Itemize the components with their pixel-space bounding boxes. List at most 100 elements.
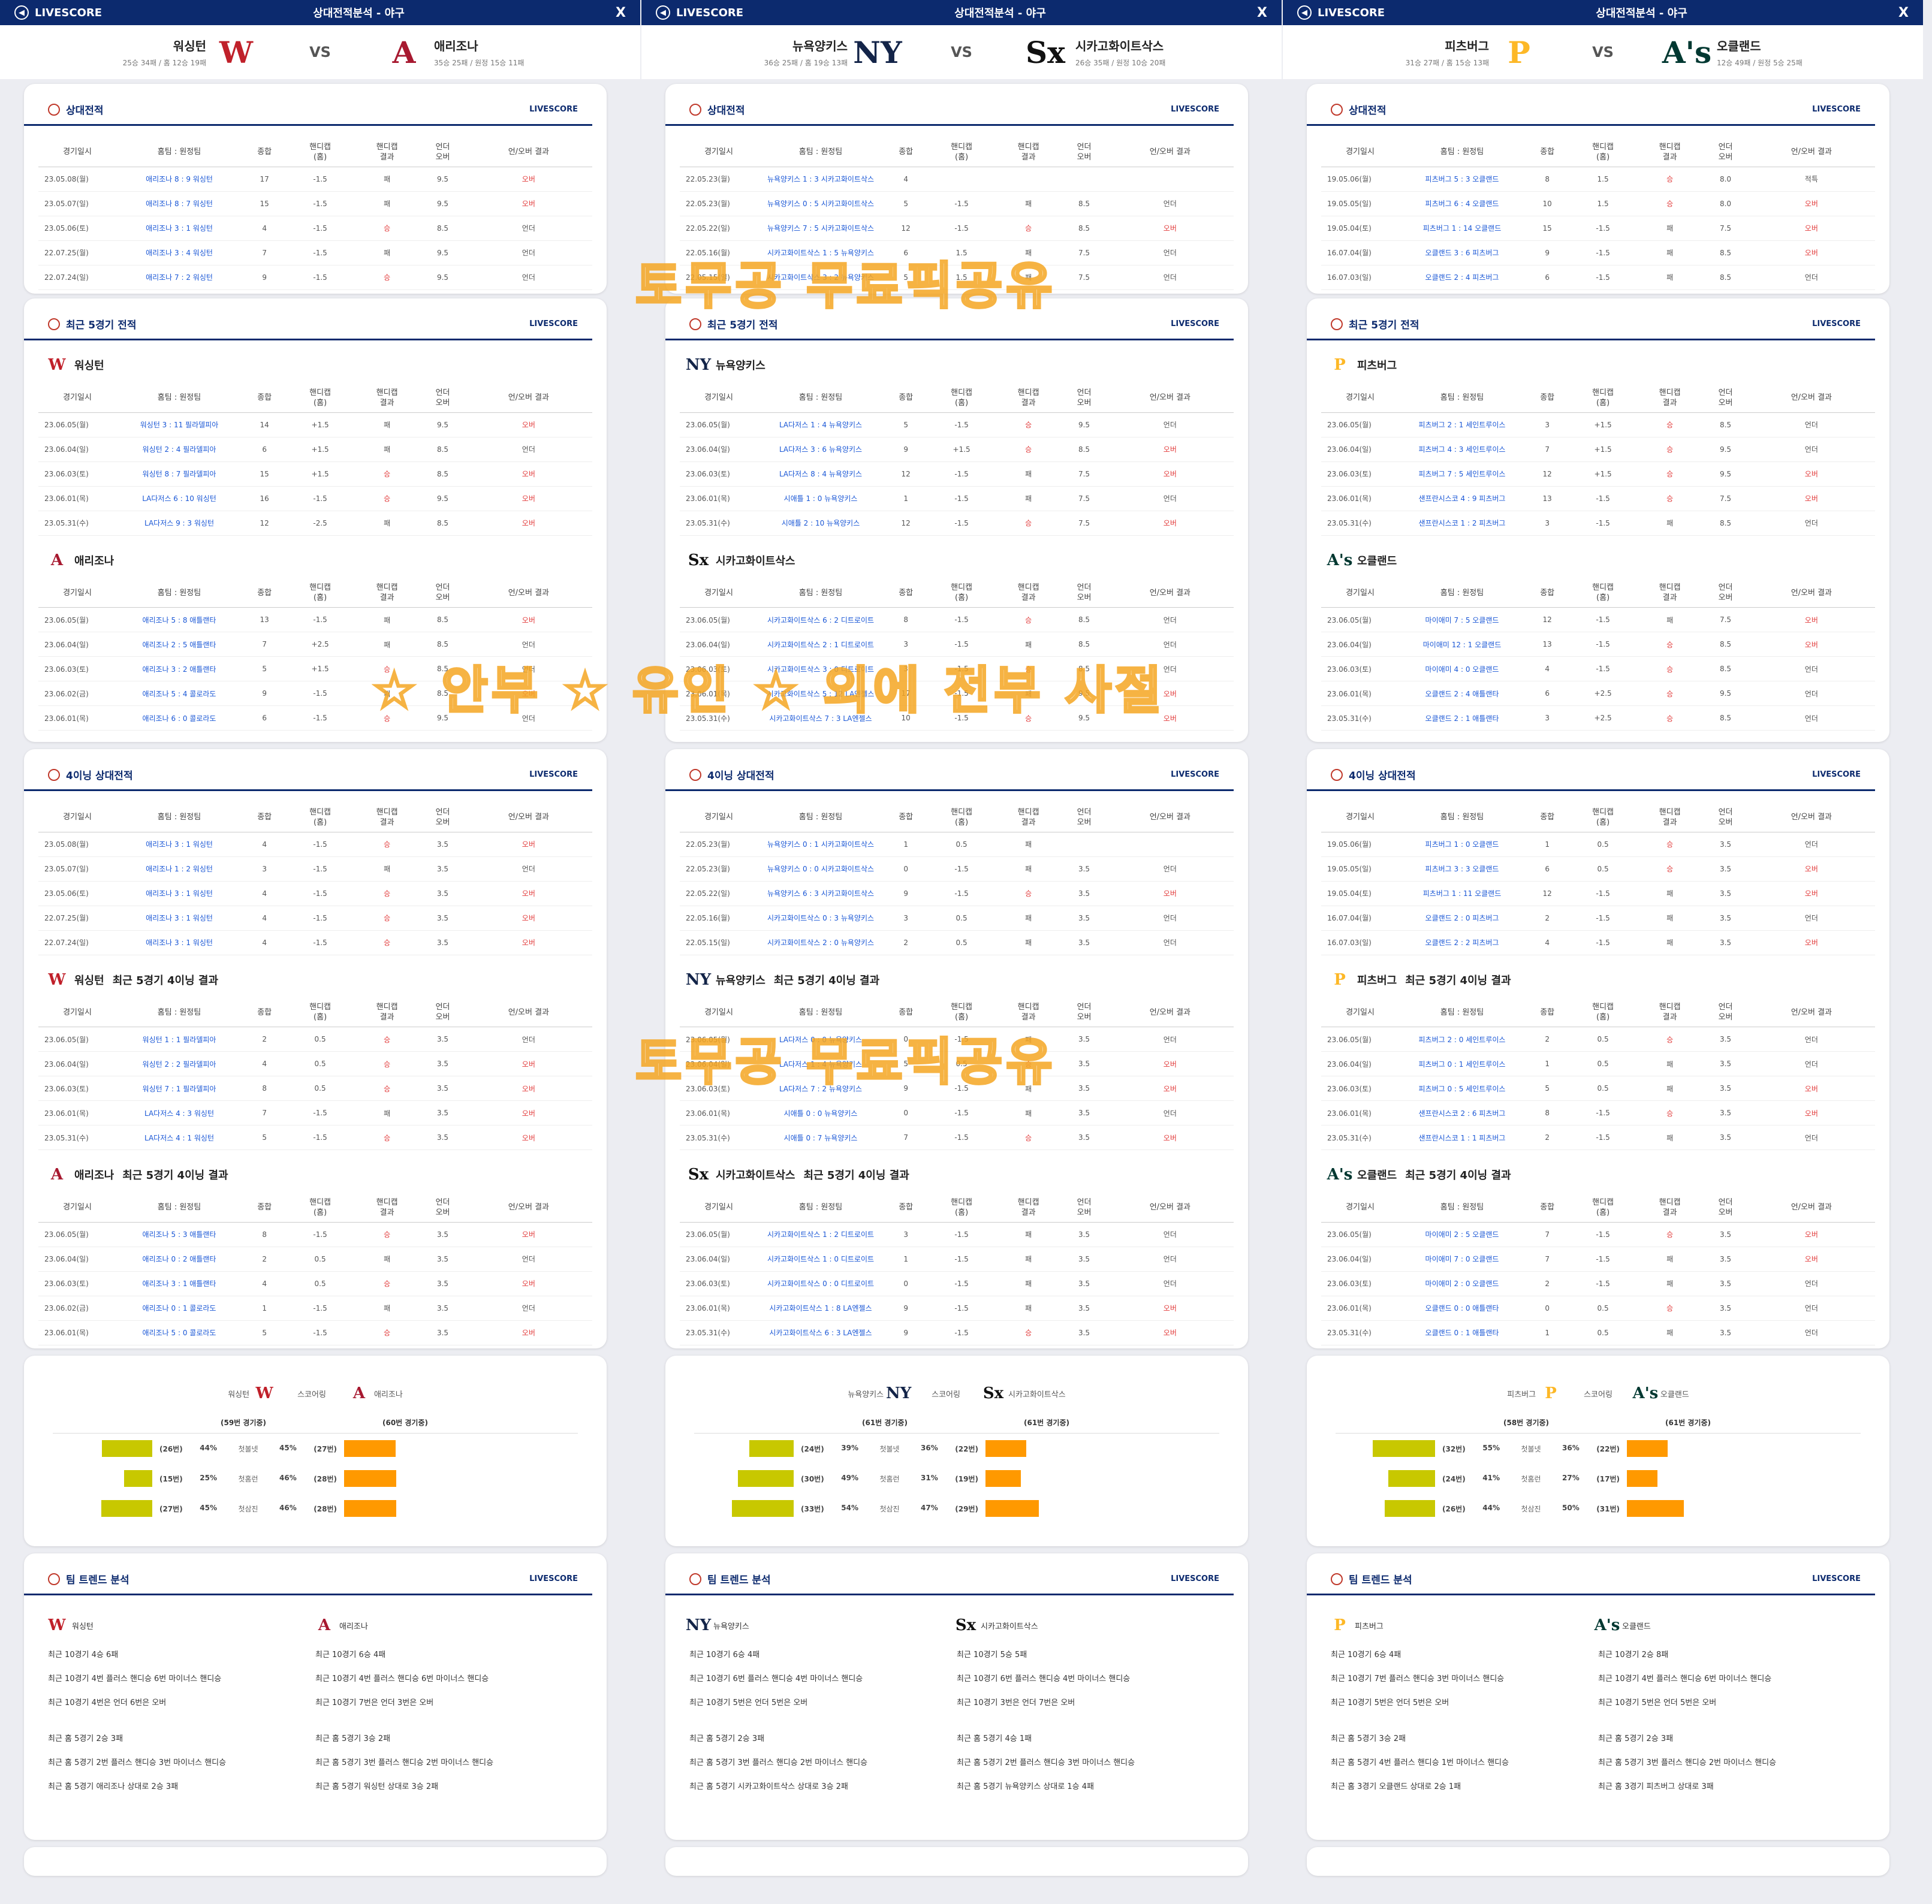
cell-value[interactable]: 시카고화이트삭스 1 : 8 LA엔젤스: [769, 1304, 872, 1312]
table-row[interactable]: 23.06.01(목) 시카고화이트삭스 5 : 12 LA엔젤스 17 -1.5 패 9…: [680, 681, 1234, 706]
cell-value[interactable]: 시카고화이트삭스 0 : 0 디트로이트: [767, 1280, 875, 1288]
table-row[interactable]: 23.06.01(목) 애리조나 6 : 0 콜로라도 6 -1.5 승 9.5 언더: [38, 705, 592, 731]
cell-value[interactable]: LA다저스 3 : 6 뉴욕양키스: [779, 445, 863, 454]
cell-value[interactable]: 샌프란시스코 1 : 2 피츠버그: [1418, 519, 1506, 527]
table-row[interactable]: 23.06.04(일) 피츠버그 0 : 1 세인트루이스 1 0.5 패 3.5 언더: [1321, 1051, 1875, 1076]
brand[interactable]: ◀ LIVESCORE: [14, 5, 102, 20]
cell-value[interactable]: 샌프란시스코 2 : 6 피츠버그: [1418, 1109, 1506, 1118]
cell-value[interactable]: 오클랜드 2 : 0 피츠버그: [1425, 914, 1499, 922]
cell-value[interactable]: 시카고화이트삭스 7 : 3 LA엔젤스: [769, 714, 872, 723]
table-row[interactable]: 23.06.01(목) 시애틀 0 : 0 뉴욕양키스 0 -1.5 패 3.5 언더: [680, 1100, 1234, 1125]
table-row[interactable]: 23.06.04(일) 시카고화이트삭스 2 : 1 디트로이트 3 -1.5 패 8.5…: [680, 632, 1234, 657]
cell-value[interactable]: 피츠버그 0 : 1 세인트루이스: [1418, 1060, 1506, 1069]
table-row[interactable]: 19.05.04(토) 피츠버그 1 : 14 오클랜드 15 -1.5 패 7.5 오버: [1321, 216, 1875, 241]
table-row[interactable]: 23.05.31(수) 시카고화이트삭스 6 : 3 LA엔젤스 9 -1.5 승 3.5…: [680, 1320, 1234, 1345]
table-row[interactable]: 19.05.05(일) 피츠버그 3 : 3 오클랜드 6 0.5 승 3.5 오버: [1321, 856, 1875, 882]
table-row[interactable]: 23.05.31(수) 시애틀 2 : 10 뉴욕양키스 12 -1.5 승 7.5 오버: [680, 511, 1234, 536]
cell-value[interactable]: 시애틀 1 : 0 뉴욕양키스: [783, 494, 858, 503]
cell-value[interactable]: LA다저스 4 : 1 워싱턴: [144, 1133, 214, 1142]
cell-value[interactable]: 마이애미 7 : 5 오클랜드: [1425, 615, 1499, 624]
table-row[interactable]: 23.06.04(일) 워싱턴 2 : 2 필라델피아 4 0.5 승 3.5 오버: [38, 1051, 592, 1076]
table-row[interactable]: 22.05.16(월) 시카고화이트삭스 1 : 5 뉴욕양키스 6 1.5 패 7.5 언…: [680, 240, 1234, 265]
cell-value[interactable]: 워싱턴 2 : 4 필라델피아: [142, 445, 216, 454]
table-row[interactable]: 23.06.03(토) 애리조나 3 : 1 애틀랜타 4 0.5 승 3.5 오버: [38, 1271, 592, 1296]
cell-value[interactable]: 오클랜드 2 : 4 피츠버그: [1425, 273, 1499, 282]
table-row[interactable]: 23.06.04(일) 워싱턴 2 : 4 필라델피아 6 +1.5 패 8.5 언더: [38, 437, 592, 462]
cell-value[interactable]: 뉴욕양키스 0 : 1 시카고화이트삭스: [767, 840, 875, 849]
cell-value[interactable]: 애리조나 8 : 7 워싱턴: [146, 200, 213, 208]
cell-value[interactable]: 애리조나 5 : 3 애틀랜타: [142, 1230, 216, 1239]
away-team[interactable]: A's 오클랜드 12승 49패 / 원정 5승 25패: [1662, 34, 1909, 70]
cell-value[interactable]: 시애틀 0 : 0 뉴욕양키스: [783, 1109, 858, 1118]
cell-value[interactable]: 애리조나 3 : 1 애틀랜타: [142, 1280, 216, 1288]
cell-value[interactable]: 샌프란시스코 4 : 9 피츠버그: [1418, 494, 1506, 503]
cell-value[interactable]: 뉴욕양키스 0 : 5 시카고화이트삭스: [767, 200, 875, 208]
cell-value[interactable]: LA다저스 1 : 4 뉴욕양키스: [779, 421, 863, 429]
table-row[interactable]: 23.05.08(월) 애리조나 8 : 9 워싱턴 17 -1.5 패 9.5 오버: [38, 167, 592, 192]
cell-value[interactable]: 샌프란시스코 1 : 1 피츠버그: [1418, 1133, 1506, 1142]
cell-value[interactable]: 시애틀 2 : 10 뉴욕양키스: [781, 519, 860, 527]
table-row[interactable]: 23.06.03(토) 시카고화이트삭스 0 : 0 디트로이트 0 -1.5 패 3.5…: [680, 1271, 1234, 1296]
table-row[interactable]: 22.05.23(월) 뉴욕양키스 0 : 1 시카고화이트삭스 1 0.5 패: [680, 832, 1234, 857]
cell-value[interactable]: 오클랜드 2 : 4 애틀랜타: [1425, 689, 1499, 698]
table-row[interactable]: 23.06.05(월) 워싱턴 1 : 1 필라델피아 2 0.5 승 3.5 언더: [38, 1027, 592, 1052]
cell-value[interactable]: 애리조나 0 : 1 콜로라도: [142, 1304, 216, 1312]
cell-value[interactable]: 애리조나 3 : 2 애틀랜타: [142, 665, 216, 674]
cell-value[interactable]: 애리조나 3 : 4 워싱턴: [146, 249, 213, 257]
cell-value[interactable]: 피츠버그 3 : 3 오클랜드: [1425, 865, 1499, 873]
cell-value[interactable]: 마이애미 2 : 5 오클랜드: [1425, 1230, 1499, 1239]
away-team[interactable]: A 애리조나 35승 25패 / 원정 15승 11패: [386, 34, 626, 70]
table-row[interactable]: 23.06.01(목) 시애틀 1 : 0 뉴욕양키스 1 -1.5 패 7.5 언더: [680, 486, 1234, 511]
table-row[interactable]: 23.06.05(월) 워싱턴 3 : 11 필라델피아 14 +1.5 패 9.5 오버: [38, 412, 592, 437]
cell-value[interactable]: 시카고화이트삭스 2 : 0 뉴욕양키스: [767, 939, 875, 947]
table-row[interactable]: 23.05.31(수) 샌프란시스코 1 : 1 피츠버그 2 -1.5 패 3.5 언더: [1321, 1125, 1875, 1150]
table-row[interactable]: 23.06.03(토) 워싱턴 7 : 1 필라델피아 8 0.5 승 3.5 오버: [38, 1076, 592, 1101]
cell-value[interactable]: 애리조나 2 : 5 애틀랜타: [142, 640, 216, 649]
cell-value[interactable]: 마이애미 12 : 1 오클랜드: [1422, 640, 1502, 649]
cell-value[interactable]: 뉴욕양키스 6 : 3 시카고화이트삭스: [767, 889, 875, 898]
table-row[interactable]: 23.06.01(목) 샌프란시스코 2 : 6 피츠버그 8 -1.5 승 3.5 오버: [1321, 1100, 1875, 1125]
cell-value[interactable]: 시카고화이트삭스 3 : 0 디트로이트: [767, 665, 875, 674]
table-row[interactable]: 23.06.05(월) LA다저스 1 : 4 뉴욕양키스 5 -1.5 승 9.5 언더: [680, 412, 1234, 437]
table-row[interactable]: 23.06.04(일) 마이애미 7 : 0 오클랜드 7 -1.5 패 3.5 오버: [1321, 1247, 1875, 1272]
table-row[interactable]: 22.07.25(월) 애리조나 3 : 4 워싱턴 7 -1.5 패 9.5 언더: [38, 240, 592, 265]
cell-value[interactable]: 피츠버그 7 : 5 세인트루이스: [1418, 470, 1506, 478]
table-row[interactable]: 19.05.04(토) 피츠버그 1 : 11 오클랜드 12 -1.5 패 3.5 오버: [1321, 881, 1875, 906]
table-row[interactable]: 23.06.04(일) 애리조나 0 : 2 애틀랜타 2 0.5 패 3.5 언더: [38, 1247, 592, 1272]
cell-value[interactable]: 시카고화이트삭스 6 : 2 디트로이트: [767, 615, 875, 624]
table-row[interactable]: 22.05.15(일) 시카고화이트삭스 2 : 0 뉴욕양키스 2 0.5 패 3.5 언…: [680, 930, 1234, 955]
table-row[interactable]: 23.06.04(일) LA다저스 1 : 4 뉴욕양키스 5 0.5 승 3.5 오버: [680, 1051, 1234, 1076]
away-team[interactable]: Sx 시카고화이트삭스 26승 35패 / 원정 10승 20패: [1026, 34, 1267, 70]
table-row[interactable]: 23.05.07(일) 애리조나 8 : 7 워싱턴 15 -1.5 패 9.5 오버: [38, 191, 592, 216]
table-row[interactable]: 23.06.05(월) 마이애미 2 : 5 오클랜드 7 -1.5 승 3.5 오버: [1321, 1222, 1875, 1247]
cell-value[interactable]: 오클랜드 0 : 1 애틀랜타: [1425, 1329, 1499, 1337]
cell-value[interactable]: 피츠버그 5 : 3 오클랜드: [1425, 175, 1499, 183]
close-button[interactable]: X: [1257, 5, 1267, 20]
close-button[interactable]: X: [1898, 5, 1909, 20]
table-row[interactable]: 22.05.15(일) 시카고화이트삭스 3 : 2 뉴욕양키스 5 1.5 패 7.5 언…: [680, 265, 1234, 290]
cell-value[interactable]: LA다저스 4 : 3 워싱턴: [144, 1109, 214, 1118]
cell-value[interactable]: 워싱턴 1 : 1 필라델피아: [142, 1035, 216, 1044]
cell-value[interactable]: LA다저스 0 : 0 뉴욕양키스: [779, 1035, 863, 1044]
cell-value[interactable]: 애리조나 3 : 1 워싱턴: [146, 914, 213, 922]
cell-value[interactable]: 애리조나 1 : 2 워싱턴: [146, 865, 213, 873]
cell-value[interactable]: 피츠버그 4 : 3 세인트루이스: [1418, 445, 1506, 454]
cell-value[interactable]: 마이애미 2 : 0 오클랜드: [1425, 1280, 1499, 1288]
table-row[interactable]: 22.07.24(일) 애리조나 7 : 2 워싱턴 9 -1.5 승 9.5 언더: [38, 265, 592, 290]
cell-value[interactable]: 애리조나 3 : 1 워싱턴: [146, 889, 213, 898]
table-row[interactable]: 23.06.05(월) 시카고화이트삭스 1 : 2 디트로이트 3 -1.5 패 3.5…: [680, 1222, 1234, 1247]
table-row[interactable]: 23.06.01(목) 오클랜드 2 : 4 애틀랜타 6 +2.5 승 9.5 언더: [1321, 681, 1875, 706]
cell-value[interactable]: 피츠버그 2 : 0 세인트루이스: [1418, 1035, 1506, 1044]
cell-value[interactable]: 오클랜드 0 : 0 애틀랜타: [1425, 1304, 1499, 1312]
cell-value[interactable]: 애리조나 0 : 2 애틀랜타: [142, 1255, 216, 1263]
table-row[interactable]: 23.05.31(수) LA다저스 9 : 3 워싱턴 12 -2.5 패 8.5 오버: [38, 511, 592, 536]
table-row[interactable]: 23.06.01(목) 샌프란시스코 4 : 9 피츠버그 13 -1.5 승 7.5 오버: [1321, 486, 1875, 511]
table-row[interactable]: 23.06.05(월) 마이애미 7 : 5 오클랜드 12 -1.5 패 7.5 오버: [1321, 607, 1875, 632]
table-row[interactable]: 19.05.05(일) 피츠버그 6 : 4 오클랜드 10 1.5 승 8.0 오버: [1321, 191, 1875, 216]
table-row[interactable]: 23.06.03(토) 피츠버그 0 : 5 세인트루이스 5 0.5 패 3.5 오버: [1321, 1076, 1875, 1101]
cell-value[interactable]: 마이애미 4 : 0 오클랜드: [1425, 665, 1499, 674]
cell-value[interactable]: 시카고화이트삭스 5 : 12 LA엔젤스: [767, 689, 875, 698]
table-row[interactable]: 23.05.31(수) 오클랜드 0 : 1 애틀랜타 1 0.5 패 3.5 언더: [1321, 1320, 1875, 1345]
home-team[interactable]: 피츠버그 31승 27패 / 홈 15승 13패 P: [1297, 34, 1537, 70]
cell-value[interactable]: 시카고화이트삭스 1 : 2 디트로이트: [767, 1230, 875, 1239]
